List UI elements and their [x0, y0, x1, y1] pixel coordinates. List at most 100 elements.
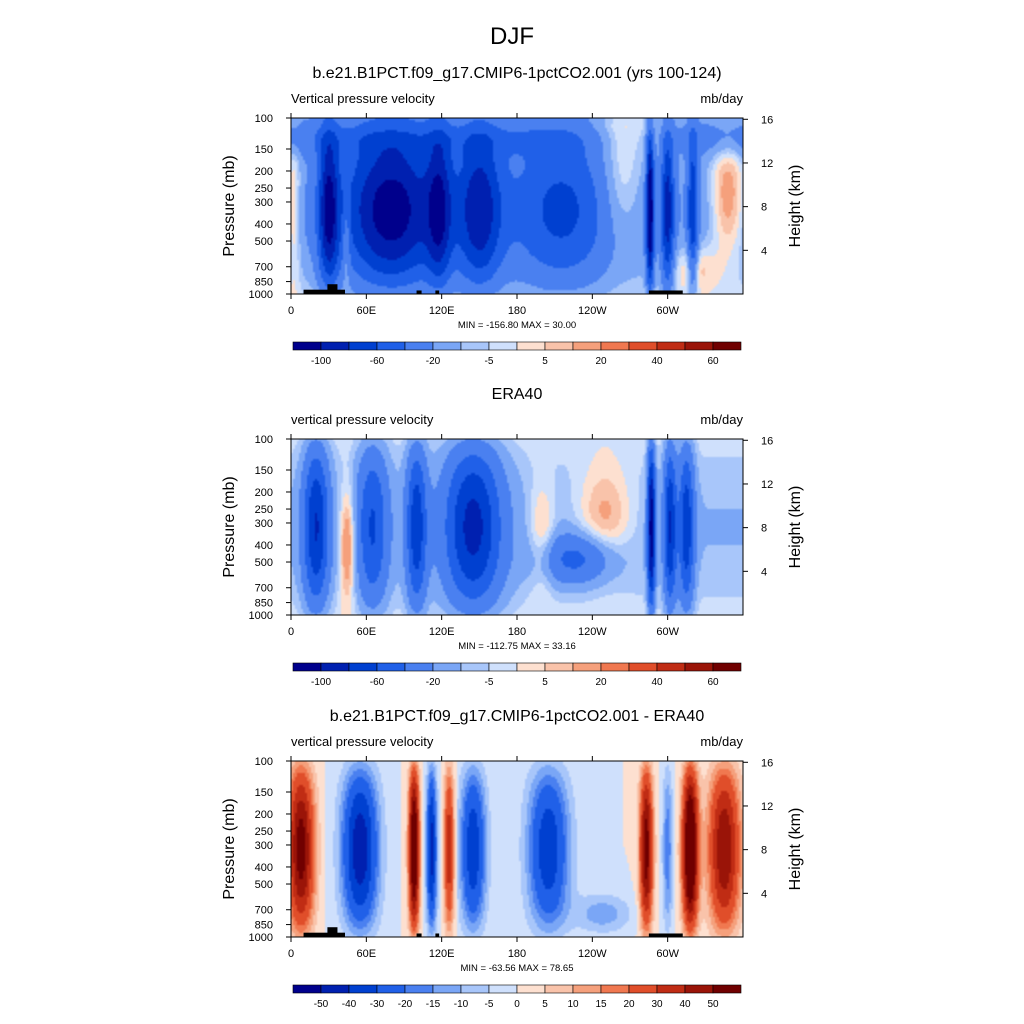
colorbar: -100 -60 -20 -5 5 20 40 60	[292, 662, 742, 688]
colorbar-label: -5	[485, 677, 494, 688]
height-tick-label: 16	[761, 757, 773, 769]
y-axis-right-title: Height (km)	[787, 486, 804, 569]
terrain-mask	[303, 284, 683, 294]
x-tick-label: 180	[508, 948, 526, 960]
x-tick-label: 60W	[656, 948, 679, 960]
y-tick-label: 400	[255, 862, 273, 874]
colorbar-label: -20	[426, 677, 441, 688]
y-tick-label: 300	[255, 840, 273, 852]
colorbar-swatch	[628, 662, 658, 672]
x-tick-label: 120E	[429, 626, 455, 638]
colorbar-swatch	[656, 341, 686, 351]
y-tick-label: 700	[255, 905, 273, 917]
colorbar-swatch	[600, 341, 630, 351]
panel-2: ERA40 vertical pressure velocity mb/day 100…	[221, 386, 804, 688]
height-tick-label: 4	[761, 888, 767, 900]
colorbar-label: 20	[623, 999, 635, 1010]
colorbar-label: -5	[485, 356, 494, 367]
x-tick-label: 60E	[357, 305, 377, 317]
min-max-stats: MIN = -112.75 MAX = 33.16	[458, 641, 576, 652]
units-label: mb/day	[700, 412, 743, 427]
colorbar-label: -60	[370, 677, 385, 688]
colorbar-swatch	[432, 341, 462, 351]
y-tick-label: 150	[255, 465, 273, 477]
panel-title: b.e21.B1PCT.f09_g17.CMIP6-1pctCO2.001 - …	[330, 708, 705, 725]
colorbar-label: 60	[707, 677, 719, 688]
colorbar-swatch	[488, 662, 518, 672]
colorbar-label: -40	[342, 999, 357, 1010]
y-tick-label: 700	[255, 262, 273, 274]
colorbar-swatch	[628, 984, 658, 994]
colorbar-swatch	[712, 341, 742, 351]
colorbar-label: 20	[595, 356, 607, 367]
colorbar-swatch	[684, 341, 714, 351]
colorbar-label: -60	[370, 356, 385, 367]
colorbar-swatch	[460, 662, 490, 672]
y-tick-label: 300	[255, 197, 273, 209]
panel-title: ERA40	[492, 386, 543, 403]
colorbar-label: -30	[370, 999, 385, 1010]
colorbar-swatch	[572, 984, 602, 994]
colorbar-swatch	[376, 662, 406, 672]
colorbar-swatch	[348, 662, 378, 672]
colorbar-label: 15	[595, 999, 607, 1010]
y-tick-label: 850	[255, 920, 273, 932]
y-tick-label: 100	[255, 434, 273, 446]
colorbar-label: 40	[651, 677, 663, 688]
variable-label: Vertical pressure velocity	[291, 91, 435, 106]
x-tick-label: 60W	[656, 626, 679, 638]
y-tick-label: 500	[255, 557, 273, 569]
colorbar-swatch	[544, 341, 574, 351]
y-tick-label: 1000	[249, 932, 273, 944]
colorbar-swatch	[292, 984, 322, 994]
colorbar-swatch	[572, 341, 602, 351]
colorbar-swatch	[460, 341, 490, 351]
terrain-mask	[303, 927, 683, 937]
y-tick-label: 1000	[249, 289, 273, 301]
colorbar-label: -15	[426, 999, 441, 1010]
colorbar-label: -20	[426, 356, 441, 367]
colorbar-label: 20	[595, 677, 607, 688]
colorbar-swatch	[712, 662, 742, 672]
colorbar-swatch	[320, 984, 350, 994]
colorbar-label: 0	[514, 999, 520, 1010]
x-tick-label: 0	[288, 948, 294, 960]
colorbar-label: 50	[707, 999, 719, 1010]
colorbar-swatch	[432, 984, 462, 994]
colorbar-label: 30	[651, 999, 663, 1010]
colorbar-label: 5	[542, 356, 548, 367]
y-tick-label: 250	[255, 504, 273, 516]
y-tick-label: 1000	[249, 610, 273, 622]
x-tick-label: 60E	[357, 948, 377, 960]
colorbar-swatch	[404, 662, 434, 672]
y-tick-label: 500	[255, 879, 273, 891]
units-label: mb/day	[700, 91, 743, 106]
contour-field	[291, 439, 743, 615]
height-tick-label: 8	[761, 202, 767, 214]
y-axis-right-title: Height (km)	[787, 808, 804, 891]
colorbar-swatch	[544, 984, 574, 994]
x-tick-label: 0	[288, 626, 294, 638]
y-tick-label: 250	[255, 183, 273, 195]
y-tick-label: 700	[255, 583, 273, 595]
x-tick-label: 120W	[578, 948, 607, 960]
colorbar-swatch	[684, 662, 714, 672]
colorbar-label: -20	[398, 999, 413, 1010]
colorbar-label: 5	[542, 677, 548, 688]
y-tick-label: 200	[255, 166, 273, 178]
colorbar-swatch	[292, 341, 322, 351]
panel-title: b.e21.B1PCT.f09_g17.CMIP6-1pctCO2.001 (y…	[312, 65, 721, 82]
variable-label: vertical pressure velocity	[291, 412, 434, 427]
colorbar-label: -50	[314, 999, 329, 1010]
y-axis-title: Pressure (mb)	[221, 798, 238, 899]
x-tick-label: 60E	[357, 626, 377, 638]
height-tick-label: 8	[761, 523, 767, 535]
height-tick-label: 4	[761, 245, 767, 257]
colorbar-label: 40	[651, 356, 663, 367]
colorbar-label: 40	[679, 999, 691, 1010]
colorbar-swatch	[600, 662, 630, 672]
colorbar-label: 60	[707, 356, 719, 367]
y-tick-label: 850	[255, 277, 273, 289]
colorbar-swatch	[320, 341, 350, 351]
y-axis-title: Pressure (mb)	[221, 155, 238, 256]
